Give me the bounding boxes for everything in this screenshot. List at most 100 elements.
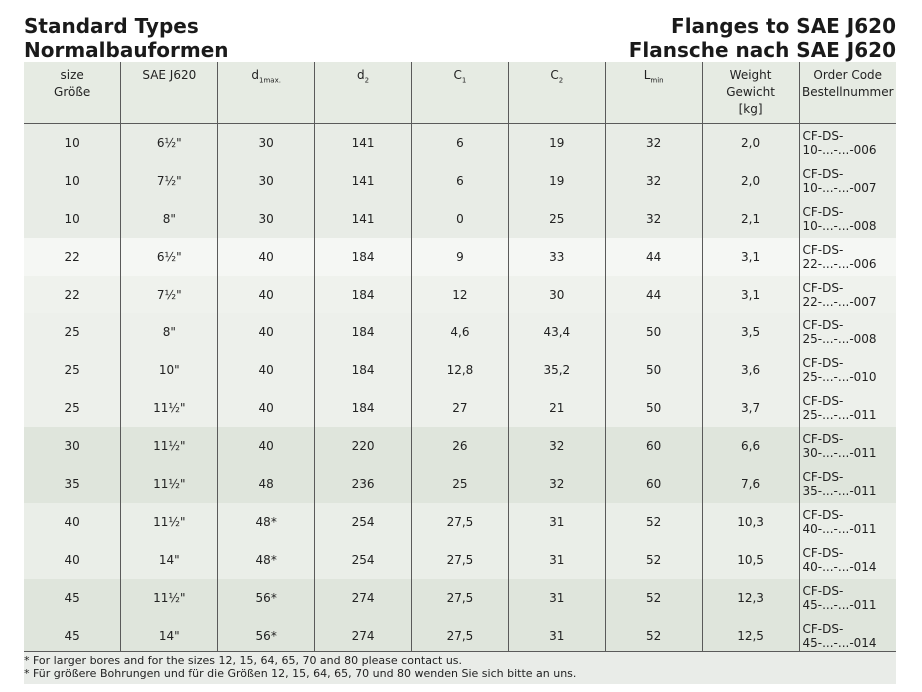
table-cell: 40 [217, 351, 315, 390]
column-header: Order Code Bestellnummer [798, 62, 896, 124]
column-header: size Größe [24, 62, 121, 124]
table-row: 30 11½" 40 220 26 32 60 6,6 CF-DS-30-...-...-011 [24, 427, 896, 466]
table-cell: CF-DS-22-...-...-006 [798, 237, 896, 276]
header-line: Gewicht [726, 85, 775, 99]
table-cell: 184 [314, 237, 412, 276]
table-cell: 25 [507, 199, 606, 238]
table-row: 40 14" 48* 254 27,5 31 52 10,5 CF-DS-40-...-...-… [24, 540, 896, 579]
header-subscript: 2 [558, 76, 564, 85]
header-line: SAE J620 [142, 68, 197, 82]
table-cell: 30 [507, 275, 606, 314]
table-cell: 35,2 [507, 351, 606, 390]
table-cell: 25 [64, 325, 80, 340]
table-cell: CF-DS-45-...-...-011 [798, 578, 896, 617]
table-cell: 184 [314, 389, 412, 428]
column-header: Weight Gewicht [kg] [701, 62, 799, 124]
table-row: 40 11½" 48* 254 27,5 31 52 10,3 CF-DS-40-...-...… [24, 502, 896, 541]
table-row: 25 10" 40 184 12,8 35,2 50 3,6 CF-DS-25-...-...-… [24, 351, 896, 390]
table-cell: 11½" [120, 427, 218, 466]
header-subscript: 1max. [259, 76, 281, 85]
table-cell: 10 [64, 135, 80, 150]
header-symbol: C [453, 68, 462, 82]
table-cell: 6½" [120, 237, 218, 276]
table-cell: 2,0 [701, 161, 799, 200]
table-row: 10 6½" 30 141 6 19 32 2,0 CF-DS-10-...-...-006 [24, 123, 896, 162]
table-cell: 52 [604, 616, 703, 655]
table-cell: 31 [507, 540, 606, 579]
table-cell: CF-DS-25-...-...-010 [798, 351, 896, 390]
header-line: Größe [54, 85, 91, 99]
table-cell: 3,6 [701, 351, 799, 390]
table-cell: 60 [604, 427, 703, 466]
table-cell: 32 [604, 123, 703, 162]
table-row: 10 7½" 30 141 6 19 32 2,0 CF-DS-10-...-...-007 [24, 161, 896, 200]
header-line: Bestellnummer [801, 85, 894, 99]
table-cell: 254 [314, 502, 412, 541]
table-cell: 12,5 [701, 616, 799, 655]
header-line: Order Code [813, 68, 883, 82]
table-cell: 6,6 [701, 427, 799, 466]
column-header: SAE J620 [120, 62, 218, 124]
table-cell: 274 [314, 616, 412, 655]
table-cell: 10,5 [701, 540, 799, 579]
footnote: * Für größere Bohrungen und für die Größ… [24, 667, 577, 680]
table-cell: 184 [314, 313, 412, 352]
table-row: 35 11½" 48 236 25 32 60 7,6 CF-DS-35-...-...-011 [24, 465, 896, 503]
table-cell: 2,0 [701, 123, 799, 162]
header-subscript: 2 [364, 76, 370, 85]
table-cell: 141 [314, 199, 412, 238]
table-cell: 141 [314, 123, 412, 162]
table-cell: 7½" [120, 161, 218, 200]
title-line: Flanges to SAE J620 [671, 14, 896, 38]
column-header: d2 [314, 62, 412, 124]
table-cell: 141 [314, 161, 412, 200]
header-subscript: 1 [461, 76, 467, 85]
table-cell: 40 [217, 427, 315, 466]
table-cell: 11½" [120, 389, 218, 428]
table-cell: 19 [507, 123, 606, 162]
table-cell: 30 [217, 199, 315, 238]
table-cell: CF-DS-25-...-...-011 [798, 389, 896, 428]
header-line: Weight [729, 68, 772, 82]
table-cell: 27,5 [411, 616, 509, 655]
table-cell: 3,5 [701, 313, 799, 352]
title-line: Flansche nach SAE J620 [628, 38, 896, 62]
table-cell: 27,5 [411, 578, 509, 617]
table-cell: 27 [411, 389, 509, 428]
table-cell: 40 [64, 514, 80, 529]
table-cell: 184 [314, 275, 412, 314]
table-cell: 60 [604, 465, 703, 503]
table-cell: CF-DS-40-...-...-014 [798, 540, 896, 579]
table-row: 10 8" 30 141 0 25 32 2,1 CF-DS-10-...-...-008 [24, 199, 896, 238]
table-cell: 52 [604, 540, 703, 579]
table-cell: 25 [64, 363, 80, 378]
table-cell: 48 [217, 465, 315, 503]
table-cell: 8" [120, 313, 218, 352]
table-cell: 48* [217, 540, 315, 579]
header-symbol: d [251, 68, 260, 82]
table-cell: 27,5 [411, 540, 509, 579]
table-cell: 4,6 [411, 313, 509, 352]
table-cell: 32 [507, 465, 606, 503]
table-cell: 19 [507, 161, 606, 200]
header-subscript: min [650, 76, 664, 85]
table-cell: CF-DS-10-...-...-008 [798, 199, 896, 238]
table-cell: CF-DS-30-...-...-011 [798, 427, 896, 466]
title-right: Flanges to SAE J620 Flansche nach SAE J62… [629, 14, 896, 62]
table-cell: 25 [411, 465, 509, 503]
table-cell: 26 [411, 427, 509, 466]
table-cell: 40 [217, 313, 315, 352]
table-row: 45 11½" 56* 274 27,5 31 52 12,3 CF-DS-45-...-...… [24, 578, 896, 617]
table-cell: 12,3 [701, 578, 799, 617]
table-row: 22 6½" 40 184 9 33 44 3,1 CF-DS-22-...-...-006 [24, 237, 896, 276]
title-line: Standard Types [24, 14, 199, 38]
table-cell: 50 [604, 313, 703, 352]
table-cell: 40 [217, 237, 315, 276]
table-cell: 32 [604, 161, 703, 200]
table-cell: 0 [411, 199, 509, 238]
table-cell: 12,8 [411, 351, 509, 390]
table-row: 25 11½" 40 184 27 21 50 3,7 CF-DS-25-...-...-011 [24, 389, 896, 428]
table-cell: CF-DS-10-...-...-007 [798, 161, 896, 200]
column-header: d1max. [217, 62, 315, 124]
table-cell: 44 [604, 275, 703, 314]
